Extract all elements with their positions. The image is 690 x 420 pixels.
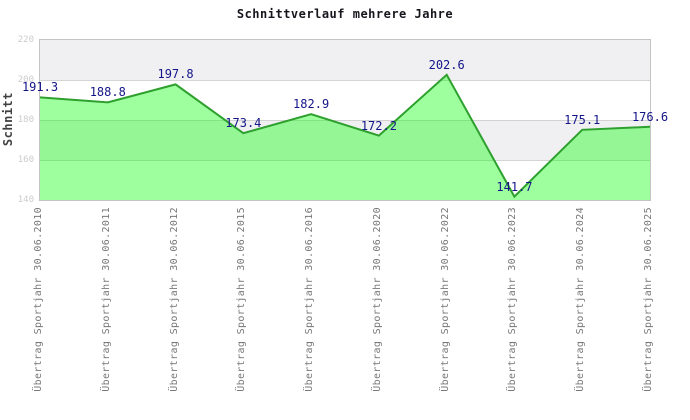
y-tick-label: 200 bbox=[17, 75, 34, 85]
area-fill bbox=[40, 74, 650, 200]
value-label: 188.8 bbox=[89, 85, 126, 100]
value-label: 176.6 bbox=[631, 109, 669, 124]
chart-title: Schnittverlauf mehrere Jahre bbox=[236, 7, 454, 21]
area-chart-svg bbox=[40, 73, 650, 200]
y-tick-label: 220 bbox=[17, 35, 34, 45]
x-tick-label: Übertrag Sportjahr 30.06.2020 bbox=[371, 207, 383, 392]
x-tick-label: Übertrag Sportjahr 30.06.2012 bbox=[168, 207, 180, 392]
y-tick-label: 180 bbox=[17, 115, 34, 125]
gridline-200 bbox=[40, 80, 650, 81]
x-tick-label: Übertrag Sportjahr 30.06.2011 bbox=[100, 207, 112, 392]
x-tick-label: Übertrag Sportjahr 30.06.2015 bbox=[236, 207, 248, 392]
value-label: 141.7 bbox=[496, 179, 533, 194]
gridline-180 bbox=[40, 120, 650, 121]
value-label: 191.3 bbox=[21, 80, 59, 95]
value-label: 172.2 bbox=[360, 118, 397, 133]
y-tick-label: 140 bbox=[17, 195, 34, 205]
x-tick-label: Übertrag Sportjahr 30.06.2022 bbox=[439, 207, 451, 392]
value-label: 173.4 bbox=[225, 116, 262, 131]
x-tick-label: Übertrag Sportjahr 30.06.2016 bbox=[304, 207, 316, 392]
y-tick-label: 160 bbox=[17, 155, 34, 165]
value-label: 175.1 bbox=[564, 112, 601, 127]
value-label: 197.8 bbox=[157, 67, 194, 82]
gridline-160 bbox=[40, 160, 650, 161]
series-line bbox=[40, 73, 650, 199]
x-tick-label: Übertrag Sportjahr 30.06.2024 bbox=[575, 207, 587, 392]
value-label: 202.6 bbox=[428, 57, 465, 72]
plot-area bbox=[39, 39, 651, 201]
x-tick-label: Übertrag Sportjahr 30.06.2023 bbox=[507, 207, 519, 392]
x-tick-label: Übertrag Sportjahr 30.06.2025 bbox=[643, 207, 654, 392]
x-tick-label: Übertrag Sportjahr 30.06.2010 bbox=[33, 207, 44, 392]
value-label: 182.9 bbox=[293, 97, 330, 112]
